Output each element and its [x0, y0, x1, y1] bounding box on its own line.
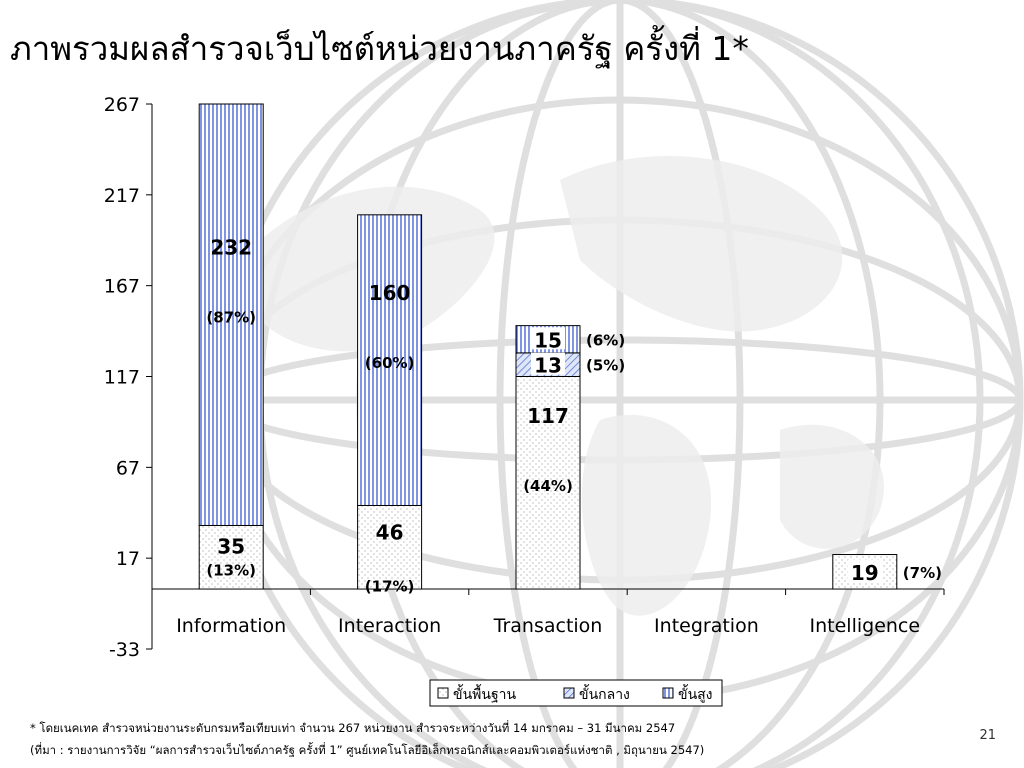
page-number: 21: [979, 728, 996, 743]
footnote-source: (ที่มา : รายงานการวิจัย “ผลการสำรวจเว็บไ…: [30, 743, 705, 757]
y-tick-label: 267: [104, 94, 140, 116]
data-value-label: 117: [527, 404, 569, 428]
data-label-background: [847, 559, 882, 582]
x-tick-label: Integration: [654, 615, 759, 637]
bar-segment: [198, 524, 264, 590]
data-value-label: 160: [369, 281, 411, 305]
data-value-label: 13: [534, 354, 562, 378]
data-percent-label: (87%): [206, 309, 256, 327]
page-title: ภาพรวมผลสำรวจเว็บไซต์หน่วยงานภาครัฐ ครั้…: [10, 29, 749, 68]
legend-swatch: [437, 687, 449, 699]
data-label-background: [531, 352, 565, 375]
data-percent-label: (13%): [206, 561, 256, 579]
footnote-survey: * โดยเนคเทค สำรวจหน่วยงานระดับกรมหรือเที…: [30, 721, 676, 735]
x-tick-label: Information: [176, 615, 286, 637]
legend-swatch: [662, 687, 674, 699]
x-tick-label: Transaction: [493, 615, 603, 637]
data-label-background: [531, 327, 565, 350]
x-tick-label: Intelligence: [810, 615, 921, 637]
data-value-label: 15: [534, 328, 562, 352]
chart-axes: -33 17 67 117 167 217 267 Information Interactio…: [104, 94, 945, 661]
data-percent-label: (6%): [586, 331, 625, 349]
legend-label: ขั้นกลาง: [579, 684, 630, 703]
y-tick-label: -33: [109, 639, 140, 661]
data-value-label: 46: [376, 520, 404, 544]
data-percent-label: (17%): [365, 577, 415, 595]
data-percent-label: (5%): [586, 357, 625, 375]
bar-segment: [515, 376, 581, 590]
data-percent-label: (44%): [523, 477, 573, 495]
data-value-label: 232: [210, 236, 252, 260]
legend-swatch: [563, 687, 575, 699]
bar-segment: [357, 504, 423, 590]
y-tick-label: 117: [104, 367, 140, 389]
bar-segment: [357, 214, 423, 506]
data-percent-label: (7%): [903, 564, 942, 582]
legend-label: ขั้นพื้นฐาน: [453, 684, 517, 703]
y-tick-label: 67: [116, 457, 140, 479]
chart-labels: 35 (13%) 232 (87%) 46 (17%) 160 (60%) 117 (44%) 13…: [206, 236, 942, 596]
data-value-label: 19: [851, 561, 879, 585]
y-tick-label: 17: [116, 548, 140, 570]
legend-label: ขั้นสูง: [678, 684, 713, 703]
bar-segment: [198, 103, 264, 526]
data-percent-label: (60%): [365, 354, 415, 372]
data-value-label: 35: [217, 534, 245, 558]
y-tick-label: 167: [104, 276, 140, 298]
chart-legend: ขั้นพื้นฐาน ขั้นกลาง ขั้นสูง: [429, 679, 723, 707]
x-tick-label: Interaction: [338, 615, 441, 637]
y-tick-label: 217: [104, 185, 140, 207]
